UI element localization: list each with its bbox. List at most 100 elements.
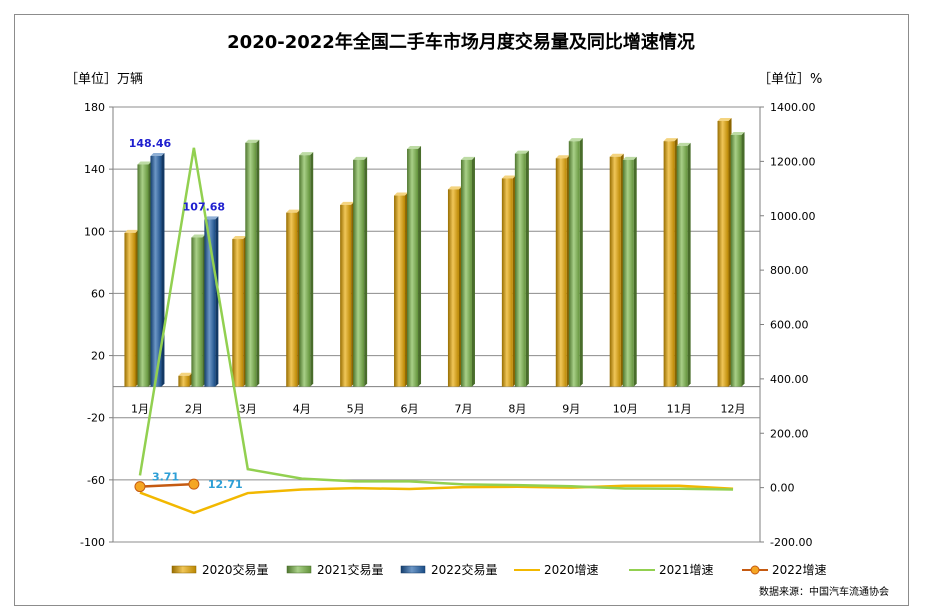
legend-swatch: [400, 565, 426, 574]
bar-top: [340, 201, 355, 205]
month-label: 10月: [613, 403, 638, 416]
bar-face: [286, 212, 298, 387]
bar-2020交易量: [663, 138, 678, 387]
chart-canvas: 2020-2022年全国二手车市场月度交易量及同比增速情况 ［单位］万辆 ［单位…: [65, 31, 889, 598]
right-tick-label: 600.00: [770, 319, 809, 332]
legend-label: 2020交易量: [202, 562, 269, 577]
legend-label: 2021增速: [659, 563, 714, 577]
bar-top: [460, 156, 475, 160]
bar-face: [191, 237, 203, 387]
bar-face: [299, 155, 311, 387]
bar-top: [663, 138, 678, 142]
bar-face: [717, 120, 729, 387]
bar-2021交易量: [137, 161, 152, 387]
bar-face: [568, 141, 580, 387]
bar-2021交易量: [191, 234, 206, 387]
bar-side: [215, 216, 219, 387]
left-tick-label: 20: [91, 350, 105, 363]
bar-side: [633, 156, 637, 387]
left-tick-label: 140: [84, 163, 105, 176]
bar-face: [204, 219, 216, 387]
bar-2021交易量: [353, 156, 368, 387]
chart-frame: 2020-2022年全国二手车市场月度交易量及同比增速情况 ［单位］万辆 ［单位…: [14, 14, 909, 606]
gridlines: [113, 106, 760, 543]
bar-2020交易量: [286, 209, 301, 387]
month-label: 8月: [508, 403, 526, 416]
bar-top: [676, 142, 691, 146]
bar-face: [501, 178, 513, 387]
legend-item: 2022增速: [742, 563, 827, 577]
bar-face: [514, 153, 526, 387]
bar-data-label: 107.68: [183, 200, 225, 213]
bar-top: [150, 152, 165, 156]
bar-top: [609, 153, 624, 157]
bar-2020交易量: [340, 201, 355, 387]
right-tick-label: 1400.00: [770, 101, 816, 114]
chart-title: 2020-2022年全国二手车市场月度交易量及同比增速情况: [227, 31, 695, 53]
growth-lines: [134, 147, 734, 515]
bar-top: [555, 155, 570, 159]
bar-2020交易量: [501, 175, 516, 387]
bar-side: [741, 131, 745, 387]
legend-item: 2021增速: [629, 563, 714, 577]
right-tick-label: 800.00: [770, 264, 809, 277]
bar-face: [137, 164, 149, 387]
bar-face: [245, 142, 257, 387]
bar-2021交易量: [407, 145, 422, 387]
right-axis-ticks: 1400.00 1200.00 1000.00 800.00 600.00 400.00 2…: [760, 101, 816, 549]
bar-top: [622, 156, 637, 160]
legend-label: 2022增速: [772, 563, 827, 577]
bar-top: [353, 156, 368, 160]
legend-item: 2021交易量: [286, 562, 384, 577]
bar-side: [161, 152, 165, 387]
month-label: 6月: [401, 403, 419, 416]
bar-side: [310, 152, 314, 387]
month-label: 12月: [721, 403, 746, 416]
line-2020增速: [139, 484, 734, 515]
legend-marker: [750, 565, 760, 575]
bar-side: [418, 145, 422, 387]
month-label: 9月: [562, 403, 580, 416]
bar-top: [514, 150, 529, 154]
bar-2021交易量: [730, 131, 745, 387]
line-data-label: 12.71: [208, 478, 243, 491]
bar-top: [232, 236, 247, 240]
month-label: 3月: [239, 403, 257, 416]
legend-item: 2020交易量: [171, 562, 269, 577]
month-label: 4月: [293, 403, 311, 416]
bar-face: [150, 155, 162, 387]
bar-2021交易量: [676, 142, 691, 387]
line-point: [134, 481, 146, 493]
bar-2020交易量: [717, 117, 732, 387]
right-tick-label: 200.00: [770, 427, 809, 440]
bar-2021交易量: [245, 139, 260, 387]
legend-swatch: [286, 565, 312, 574]
bar-side: [579, 138, 583, 387]
legend-label: 2021交易量: [317, 562, 384, 577]
month-label: 7月: [454, 403, 472, 416]
bar-2021交易量: [514, 150, 529, 387]
plot-area: [112, 106, 761, 543]
bar-2020交易量: [124, 229, 139, 387]
bar-top: [286, 209, 301, 213]
bar-top: [178, 372, 193, 376]
bar-top: [137, 161, 152, 165]
month-label: 5月: [347, 403, 365, 416]
month-label: 2月: [185, 403, 203, 416]
right-axis-unit: ［单位］%: [758, 72, 822, 87]
month-label: 11月: [667, 403, 692, 416]
bar-face: [353, 159, 365, 387]
right-tick-label: -200.00: [770, 536, 812, 549]
bar-2021交易量: [568, 138, 583, 387]
bar-2022交易量: [150, 152, 165, 387]
bar-2020交易量: [178, 372, 193, 387]
legend-item: 2022交易量: [400, 562, 498, 577]
bar-2021交易量: [460, 156, 475, 387]
bar-face: [407, 148, 419, 387]
legend: 2020交易量 2021交易量 2022交易量 2020增速 2021增速 2022增速: [171, 562, 827, 577]
bar-2021交易量: [299, 152, 314, 387]
bar-2020交易量: [555, 155, 570, 387]
left-tick-label: -100: [80, 536, 105, 549]
bar-face: [232, 239, 244, 387]
bar-face: [555, 158, 567, 387]
